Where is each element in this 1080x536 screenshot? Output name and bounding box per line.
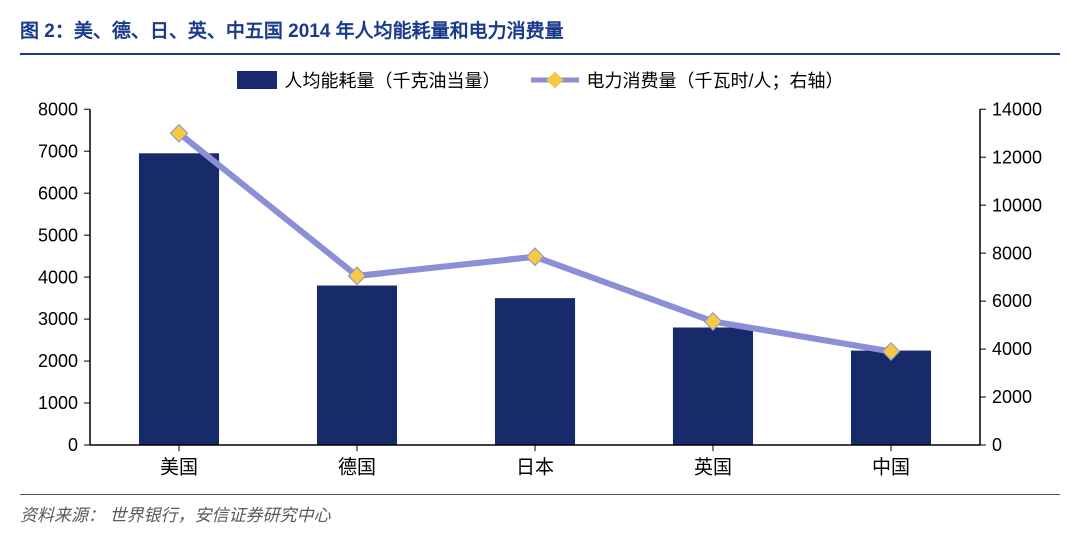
category-label: 日本: [516, 456, 554, 478]
svg-text:12000: 12000: [992, 147, 1042, 167]
svg-text:2000: 2000: [992, 387, 1032, 407]
bar: [495, 298, 575, 445]
bar: [851, 351, 931, 445]
chart-svg: 0 1000 2000 3000 4000 5000 6000 7000 8000 0 2000 40…: [20, 99, 1060, 488]
legend-item-line: 电力消费量（千瓦时/人；右轴）: [531, 67, 844, 93]
legend-bar-label: 人均能耗量（千克油当量）: [285, 67, 501, 93]
category-label: 英国: [694, 456, 732, 478]
svg-text:0: 0: [992, 435, 1002, 455]
category-label: 德国: [338, 456, 376, 478]
svg-text:0: 0: [68, 435, 78, 455]
svg-text:4000: 4000: [992, 339, 1032, 359]
svg-text:4000: 4000: [38, 267, 78, 287]
svg-text:8000: 8000: [38, 99, 78, 119]
legend-line-label: 电力消费量（千瓦时/人；右轴）: [587, 67, 844, 93]
bar: [317, 286, 397, 445]
source-text: 世界银行，安信证券研究中心: [109, 506, 330, 525]
svg-text:6000: 6000: [992, 291, 1032, 311]
category-label: 美国: [160, 456, 198, 478]
category-label: 中国: [872, 456, 910, 478]
svg-text:2000: 2000: [38, 351, 78, 371]
svg-text:14000: 14000: [992, 99, 1042, 119]
figure-title: 美、德、日、英、中五国 2014 年人均能耗量和电力消费量: [74, 21, 564, 42]
bar: [139, 153, 219, 445]
legend-bar-swatch: [237, 71, 277, 89]
source-label: 资料来源：: [20, 506, 105, 525]
svg-text:6000: 6000: [38, 183, 78, 203]
figure-title-row: 图 2：美、德、日、英、中五国 2014 年人均能耗量和电力消费量: [20, 10, 1060, 55]
svg-text:1000: 1000: [38, 393, 78, 413]
svg-text:3000: 3000: [38, 309, 78, 329]
source-row: 资料来源： 世界银行，安信证券研究中心: [20, 494, 1060, 526]
figure-number: 图 2：: [20, 21, 74, 42]
svg-text:5000: 5000: [38, 225, 78, 245]
legend-line-swatch: [531, 71, 579, 89]
bar: [673, 327, 753, 445]
line-marker: [526, 248, 543, 266]
chart-area: 0 1000 2000 3000 4000 5000 6000 7000 8000 0 2000 40…: [20, 99, 1060, 488]
legend: 人均能耗量（千克油当量） 电力消费量（千瓦时/人；右轴）: [20, 55, 1060, 99]
figure-container: 图 2：美、德、日、英、中五国 2014 年人均能耗量和电力消费量 人均能耗量（…: [0, 0, 1080, 536]
legend-item-bar: 人均能耗量（千克油当量）: [237, 67, 501, 93]
svg-text:7000: 7000: [38, 141, 78, 161]
svg-text:10000: 10000: [992, 195, 1042, 215]
svg-text:8000: 8000: [992, 243, 1032, 263]
